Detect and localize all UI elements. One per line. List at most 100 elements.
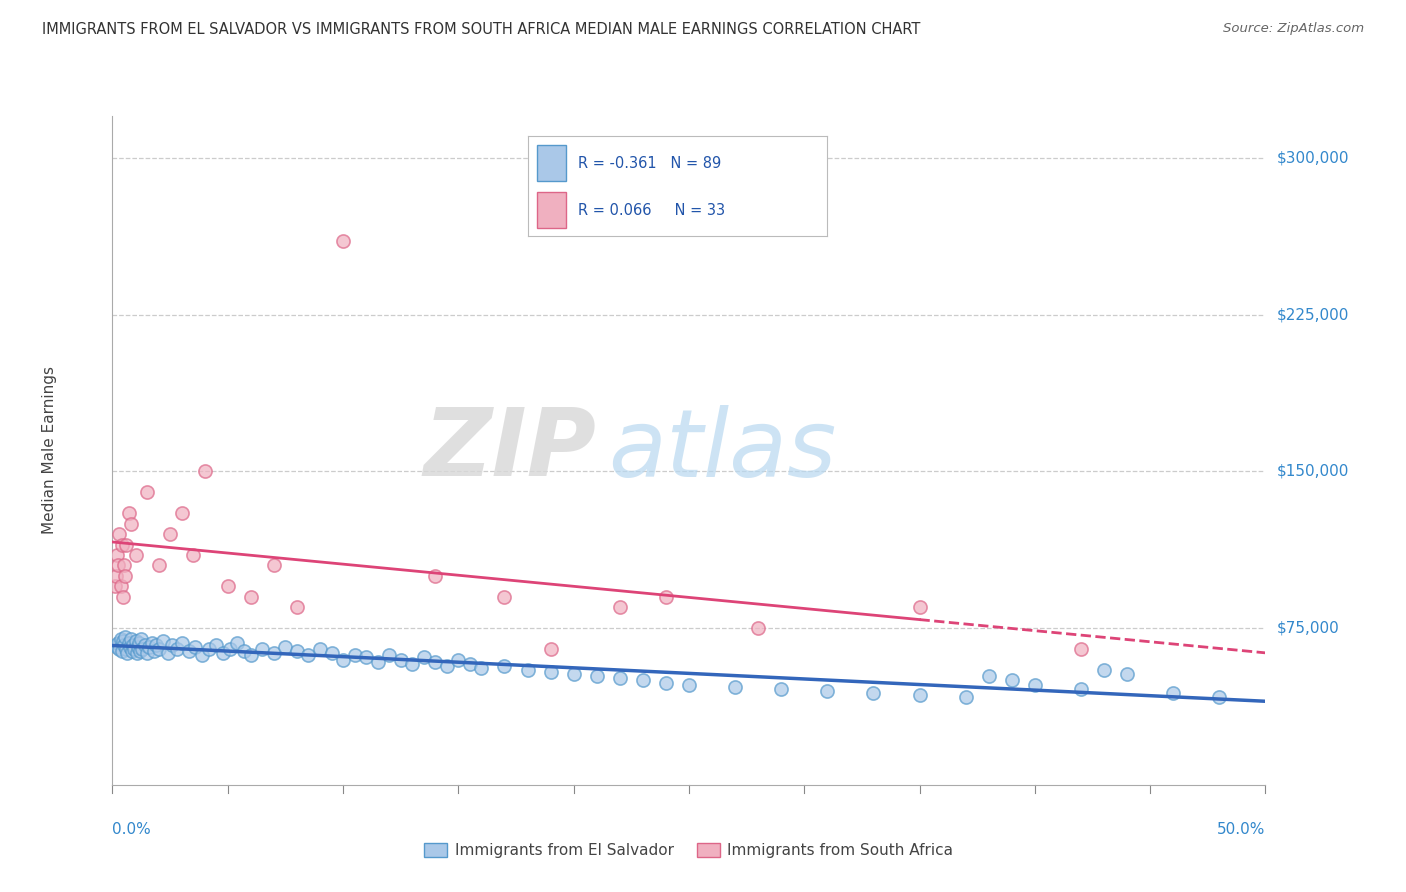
Point bbox=[609, 600, 631, 615]
Point bbox=[112, 638, 135, 652]
Point bbox=[108, 527, 131, 541]
Point bbox=[121, 644, 143, 658]
Point bbox=[111, 633, 134, 648]
Point bbox=[1161, 686, 1184, 700]
Point bbox=[111, 590, 134, 604]
Point bbox=[120, 516, 142, 531]
Point bbox=[115, 642, 138, 657]
Point bbox=[955, 690, 977, 705]
Point bbox=[747, 621, 769, 635]
Point bbox=[138, 640, 160, 654]
Legend: Immigrants from El Salvador, Immigrants from South Africa: Immigrants from El Salvador, Immigrants … bbox=[419, 837, 959, 864]
Text: IMMIGRANTS FROM EL SALVADOR VS IMMIGRANTS FROM SOUTH AFRICA MEDIAN MALE EARNINGS: IMMIGRANTS FROM EL SALVADOR VS IMMIGRANT… bbox=[42, 22, 921, 37]
Point bbox=[458, 657, 481, 671]
Point bbox=[540, 665, 562, 679]
Point bbox=[120, 632, 142, 646]
Point bbox=[122, 638, 145, 652]
Point bbox=[977, 669, 1000, 683]
Point bbox=[129, 644, 152, 658]
Point bbox=[166, 642, 188, 657]
Point bbox=[117, 636, 139, 650]
Point bbox=[655, 675, 678, 690]
Point bbox=[148, 558, 170, 573]
Point bbox=[117, 646, 139, 660]
Point bbox=[115, 537, 138, 551]
Point bbox=[134, 638, 156, 652]
Point bbox=[194, 464, 217, 478]
Point bbox=[124, 548, 146, 562]
Point bbox=[908, 600, 931, 615]
Point bbox=[198, 642, 221, 657]
Point bbox=[1208, 690, 1230, 705]
Point bbox=[1024, 678, 1046, 692]
Point bbox=[127, 640, 149, 654]
Point bbox=[1092, 663, 1115, 677]
Text: $150,000: $150,000 bbox=[1277, 464, 1350, 479]
Point bbox=[112, 558, 135, 573]
Point bbox=[129, 632, 153, 646]
Point bbox=[111, 537, 134, 551]
Point bbox=[585, 669, 607, 683]
Point bbox=[285, 600, 308, 615]
Point bbox=[631, 673, 654, 688]
Text: $75,000: $75,000 bbox=[1277, 621, 1340, 636]
Point bbox=[184, 640, 207, 654]
Point bbox=[378, 648, 401, 663]
Text: Median Male Earnings: Median Male Earnings bbox=[42, 367, 56, 534]
Text: ZIP: ZIP bbox=[423, 404, 596, 497]
Point bbox=[540, 642, 562, 657]
Point bbox=[111, 644, 134, 658]
Point bbox=[425, 569, 447, 583]
Point bbox=[343, 648, 366, 663]
Point bbox=[177, 644, 200, 658]
Point bbox=[148, 642, 170, 657]
Point bbox=[239, 590, 262, 604]
Point bbox=[1070, 642, 1092, 657]
Point bbox=[145, 638, 167, 652]
Point bbox=[516, 663, 538, 677]
Point bbox=[655, 590, 678, 604]
Text: atlas: atlas bbox=[609, 405, 837, 496]
Point bbox=[128, 636, 150, 650]
Point bbox=[159, 527, 181, 541]
Point bbox=[104, 579, 127, 593]
Point bbox=[131, 642, 153, 657]
Point bbox=[389, 652, 412, 666]
Point bbox=[470, 661, 492, 675]
Point bbox=[1070, 681, 1092, 696]
Point bbox=[494, 590, 516, 604]
Point bbox=[252, 642, 274, 657]
Point bbox=[1116, 667, 1139, 681]
Point bbox=[724, 680, 747, 694]
Point bbox=[354, 650, 377, 665]
Point bbox=[678, 678, 700, 692]
Text: $300,000: $300,000 bbox=[1277, 150, 1350, 165]
Point bbox=[141, 636, 163, 650]
Point bbox=[205, 638, 228, 652]
Point bbox=[332, 652, 354, 666]
Point bbox=[114, 569, 136, 583]
Point bbox=[447, 652, 470, 666]
Point bbox=[110, 632, 132, 646]
Point bbox=[226, 636, 249, 650]
Point bbox=[436, 658, 458, 673]
Point bbox=[862, 686, 884, 700]
Point bbox=[908, 688, 931, 702]
Point bbox=[191, 648, 214, 663]
Text: Source: ZipAtlas.com: Source: ZipAtlas.com bbox=[1223, 22, 1364, 36]
Point bbox=[124, 642, 146, 657]
Point bbox=[181, 548, 204, 562]
Point bbox=[170, 636, 193, 650]
Point bbox=[297, 648, 319, 663]
Point bbox=[108, 642, 131, 657]
Point bbox=[136, 485, 159, 500]
Point bbox=[118, 640, 141, 654]
Point bbox=[104, 638, 127, 652]
Point bbox=[494, 658, 516, 673]
Point bbox=[815, 684, 838, 698]
Point bbox=[232, 644, 254, 658]
Point bbox=[1001, 673, 1024, 688]
Point bbox=[114, 630, 136, 644]
Text: 50.0%: 50.0% bbox=[1218, 822, 1265, 837]
Point bbox=[562, 667, 585, 681]
